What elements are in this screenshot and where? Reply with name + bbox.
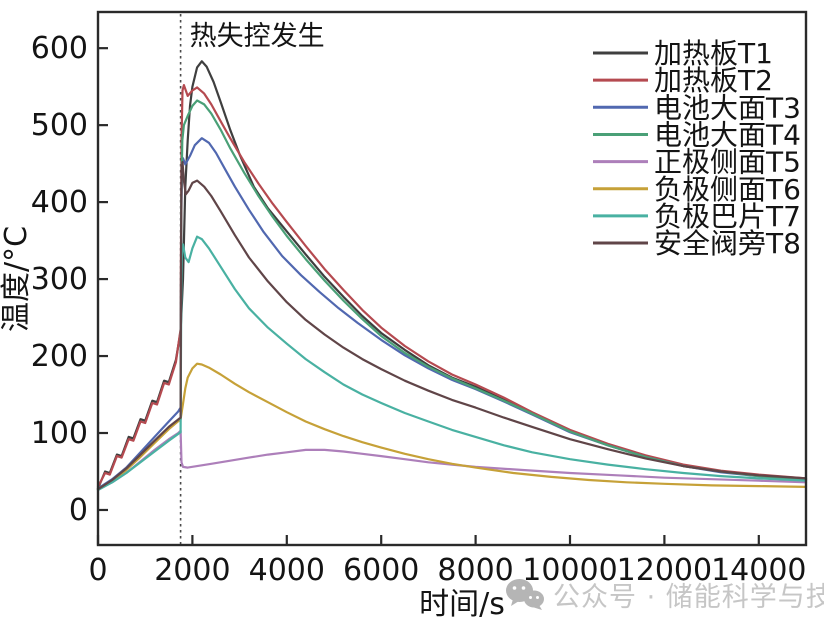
legend-label-t4: 电池大面T4 xyxy=(654,118,801,151)
x-tick-label: 8000 xyxy=(437,553,513,588)
y-tick-label: 500 xyxy=(31,108,88,143)
series-line-t5 xyxy=(96,429,808,491)
y-tick-label: 400 xyxy=(31,185,88,220)
x-tick-label: 10000 xyxy=(522,553,617,588)
legend-label-t3: 电池大面T3 xyxy=(654,91,801,124)
legend-label-t1: 加热板T1 xyxy=(654,37,773,70)
series-line-t6 xyxy=(96,362,808,491)
y-tick-label: 0 xyxy=(69,493,88,528)
y-axis-title: 温度/°C xyxy=(0,226,34,332)
legend-label-t8: 安全阀旁T8 xyxy=(654,227,801,260)
series-line-t2 xyxy=(96,83,808,488)
series-line-t8 xyxy=(96,161,808,491)
x-tick-label: 6000 xyxy=(343,553,419,588)
x-tick-label: 14000 xyxy=(711,553,806,588)
series-line-t7 xyxy=(96,235,808,492)
y-tick-label: 200 xyxy=(31,339,88,374)
legend-label-t6: 负极侧面T6 xyxy=(654,173,801,206)
y-tick-label: 100 xyxy=(31,416,88,451)
x-tick-label: 0 xyxy=(88,553,107,588)
legend-label-t7: 负极巴片T7 xyxy=(654,200,801,233)
legend-label-t5: 正极侧面T5 xyxy=(654,146,801,179)
legend-label-t2: 加热板T2 xyxy=(654,64,773,97)
x-axis-title: 时间/s xyxy=(419,587,505,622)
x-tick-label: 12000 xyxy=(617,553,712,588)
x-tick-label: 4000 xyxy=(249,553,325,588)
x-tick-label: 2000 xyxy=(154,553,230,588)
event-annotation: 热失控发生 xyxy=(190,21,325,52)
y-tick-label: 300 xyxy=(31,262,88,297)
y-tick-label: 600 xyxy=(31,31,88,66)
